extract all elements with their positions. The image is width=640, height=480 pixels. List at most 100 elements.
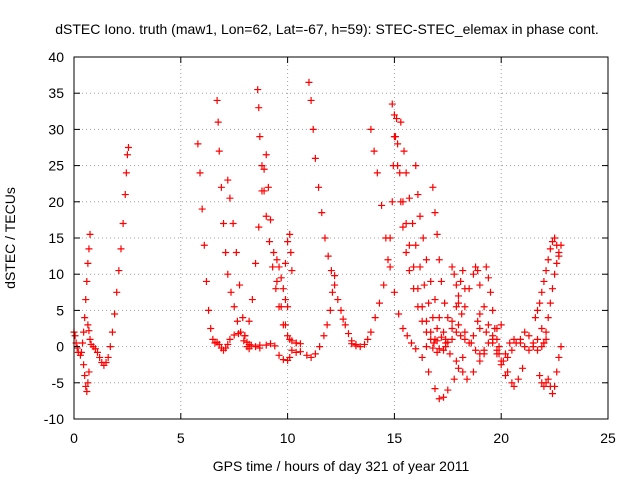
data-point-marker xyxy=(544,375,552,383)
y-tick-label: 0 xyxy=(56,339,64,355)
data-point-marker xyxy=(516,335,524,343)
data-point-marker xyxy=(286,230,294,238)
data-point-marker xyxy=(440,346,448,354)
data-point-marker xyxy=(239,314,247,322)
data-point-marker xyxy=(296,348,304,356)
data-point-marker xyxy=(448,263,456,271)
y-tick-label: 5 xyxy=(56,302,64,318)
data-point-marker xyxy=(474,317,482,325)
data-point-marker xyxy=(390,111,398,119)
data-point-marker xyxy=(281,296,289,304)
data-point-marker xyxy=(222,248,230,256)
data-point-marker xyxy=(334,296,342,304)
data-point-marker xyxy=(512,339,520,347)
data-point-marker xyxy=(427,277,435,285)
data-point-marker xyxy=(81,372,89,380)
data-point-marker xyxy=(326,306,334,314)
data-point-marker xyxy=(448,325,456,332)
y-tick-label: -10 xyxy=(44,411,64,427)
data-point-marker xyxy=(534,346,542,354)
data-point-marker xyxy=(384,256,392,264)
data-point-marker xyxy=(85,245,93,253)
data-point-marker xyxy=(287,248,295,256)
x-tick-label: 5 xyxy=(177,430,185,446)
data-point-marker xyxy=(331,281,339,289)
x-tick-label: 0 xyxy=(70,430,78,446)
data-point-marker xyxy=(461,335,469,343)
data-point-marker xyxy=(425,368,433,376)
data-point-marker xyxy=(328,288,336,296)
data-point-marker xyxy=(435,314,443,322)
data-point-marker xyxy=(437,333,445,341)
data-point-marker xyxy=(553,368,561,376)
data-point-marker xyxy=(395,310,403,318)
data-point-marker xyxy=(93,348,101,356)
data-point-marker xyxy=(79,339,87,347)
data-point-marker xyxy=(286,335,294,343)
data-point-marker xyxy=(489,306,497,314)
data-point-marker xyxy=(284,332,292,340)
data-point-marker xyxy=(459,353,467,361)
data-point-marker xyxy=(337,306,345,314)
data-point-marker xyxy=(540,277,548,285)
data-point-marker xyxy=(214,118,222,126)
data-point-marker xyxy=(394,140,402,148)
data-point-marker xyxy=(344,330,352,338)
data-point-marker xyxy=(324,252,332,260)
data-point-marker xyxy=(472,346,480,354)
data-point-marker xyxy=(400,147,408,155)
data-point-marker xyxy=(224,176,232,184)
data-point-marker xyxy=(124,144,132,151)
data-point-marker xyxy=(108,328,116,336)
data-point-marker xyxy=(117,245,125,253)
data-point-marker xyxy=(236,281,244,289)
x-tick-label: 10 xyxy=(280,430,296,446)
data-point-marker xyxy=(258,162,266,170)
data-point-marker xyxy=(508,346,516,354)
data-point-marker xyxy=(396,169,404,177)
x-tick-label: 25 xyxy=(600,430,616,446)
data-point-marker xyxy=(318,209,326,217)
data-point-marker xyxy=(405,194,413,202)
data-point-marker xyxy=(247,341,255,349)
data-point-marker xyxy=(412,162,420,170)
data-point-marker xyxy=(256,133,264,141)
data-point-marker xyxy=(260,165,268,173)
data-point-marker xyxy=(487,288,495,296)
data-point-marker xyxy=(198,205,206,213)
data-point-marker xyxy=(281,259,289,267)
data-point-marker xyxy=(402,220,410,228)
data-point-marker xyxy=(553,259,561,267)
data-point-marker xyxy=(538,343,546,351)
data-point-marker xyxy=(399,223,407,231)
data-point-marker xyxy=(557,241,565,249)
data-point-marker xyxy=(410,263,418,271)
y-tick-label: 25 xyxy=(48,158,64,174)
data-point-marker xyxy=(315,183,323,191)
data-point-marker xyxy=(480,350,488,358)
data-point-marker xyxy=(237,328,245,336)
data-point-marker xyxy=(80,328,88,336)
data-point-marker xyxy=(416,263,424,271)
data-point-marker xyxy=(442,343,450,351)
data-point-marker xyxy=(348,340,356,348)
data-point-marker xyxy=(497,321,505,329)
data-point-marker xyxy=(531,314,539,322)
data-point-marker xyxy=(373,169,381,177)
data-point-marker xyxy=(444,314,452,322)
data-point-marker xyxy=(241,332,249,340)
data-point-marker xyxy=(529,339,537,347)
data-point-marker xyxy=(431,385,439,393)
data-point-marker xyxy=(414,191,422,199)
data-point-marker xyxy=(422,343,430,351)
data-point-marker xyxy=(207,325,215,332)
data-point-marker xyxy=(476,357,484,365)
data-point-marker xyxy=(437,277,445,285)
data-point-marker xyxy=(482,328,490,336)
data-point-marker xyxy=(240,337,248,345)
data-point-marker xyxy=(461,285,469,293)
data-point-marker xyxy=(402,248,410,256)
data-point-marker xyxy=(425,299,433,307)
data-point-marker xyxy=(405,241,413,249)
data-point-marker xyxy=(474,267,482,275)
